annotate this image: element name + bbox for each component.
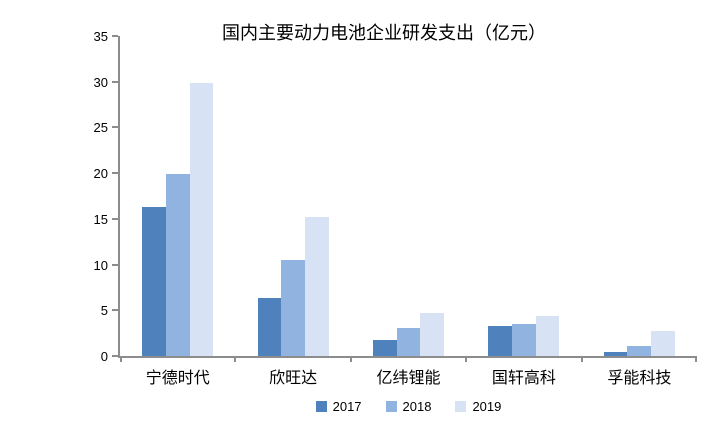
- bar-2019-欣旺达: [304, 217, 329, 356]
- bar-2019-孚能科技: [651, 331, 675, 356]
- x-tick: [120, 358, 122, 362]
- bar-2018-欣旺达: [281, 260, 305, 356]
- y-axis-line: [118, 36, 120, 358]
- y-tick-label: 20: [93, 166, 108, 182]
- y-tick-label: 35: [93, 29, 108, 44]
- y-tick: [112, 80, 118, 83]
- legend-swatch-icon: [315, 401, 327, 412]
- legend-item-2017: 2017: [315, 399, 362, 414]
- legend-item-2019: 2019: [455, 399, 501, 414]
- bar-2019-国轩高科: [535, 315, 560, 356]
- y-tick: [112, 217, 118, 220]
- y-tick-label: 5: [100, 303, 108, 319]
- legend-item-2018: 2018: [385, 399, 432, 414]
- bar-2017-欣旺达: [257, 297, 282, 356]
- y-tick: [112, 309, 118, 312]
- legend-label: 2019: [472, 399, 502, 414]
- legend-swatch-icon: [455, 401, 467, 412]
- bar-2018-亿纬锂能: [396, 327, 421, 356]
- y-tick: [112, 35, 118, 37]
- bar-2019-亿纬锂能: [420, 313, 444, 356]
- x-tick: [465, 358, 468, 362]
- bar-2018-宁德时代: [165, 174, 190, 356]
- x-axis-labels: 宁德时代 欣旺达 亿纬锂能 国轩高科 孚能科技: [120, 364, 697, 388]
- y-tick-label: 0: [100, 349, 108, 364]
- bar-2017-宁德时代: [142, 206, 166, 356]
- legend-label: 2017: [332, 399, 362, 414]
- y-tick-label: 30: [93, 74, 108, 90]
- y-tick-label: 25: [93, 120, 108, 136]
- x-tick: [234, 358, 237, 362]
- x-axis-label: 亿纬锂能: [376, 370, 441, 387]
- y-tick: [112, 126, 118, 129]
- legend-label: 2018: [402, 399, 432, 414]
- x-tick: [580, 358, 583, 362]
- x-axis-label: 国轩高科: [491, 370, 556, 387]
- x-axis-label: 孚能科技: [607, 370, 672, 387]
- x-axis-label: 宁德时代: [145, 370, 210, 387]
- x-axis-line: [118, 356, 697, 358]
- bar-2017-孚能科技: [603, 352, 628, 356]
- legend: 2017 2018 2019: [120, 399, 697, 414]
- bar-2018-孚能科技: [627, 345, 652, 356]
- bar-2017-亿纬锂能: [373, 339, 397, 356]
- y-tick: [112, 355, 118, 357]
- chart-title: 国内主要动力电池企业研发支出（亿元）: [222, 23, 546, 43]
- bar-2018-国轩高科: [512, 324, 536, 356]
- y-tick-label: 10: [93, 257, 108, 273]
- bar-2019-宁德时代: [189, 82, 214, 356]
- y-tick: [112, 263, 118, 266]
- x-axis-label: 欣旺达: [269, 370, 318, 387]
- y-tick: [112, 172, 118, 175]
- x-tick: [349, 358, 352, 362]
- y-tick-label: 15: [93, 211, 108, 227]
- x-tick: [695, 358, 697, 362]
- bar-2017-国轩高科: [488, 325, 513, 356]
- legend-swatch-icon: [385, 401, 397, 412]
- plot-area: 0 5 10 15 20 25 30 35: [94, 29, 697, 364]
